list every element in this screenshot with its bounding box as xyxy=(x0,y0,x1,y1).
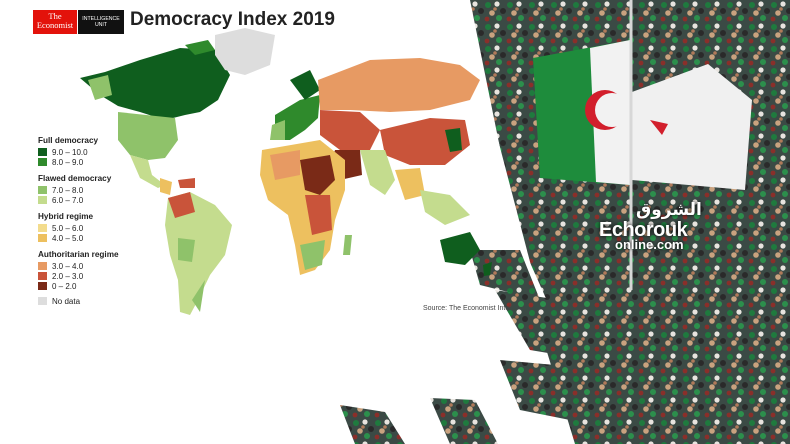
legend-item: 2.0 – 3.0 xyxy=(38,271,148,281)
logo-line-1: The xyxy=(48,11,62,21)
legend-swatch xyxy=(38,158,47,166)
legend-label: 6.0 – 7.0 xyxy=(52,195,84,205)
legend-label: 2.0 – 3.0 xyxy=(52,271,84,281)
crowd-shard-b xyxy=(495,290,590,360)
legend-item: 8.0 – 9.0 xyxy=(38,157,148,167)
legend-item: 9.0 – 10.0 xyxy=(38,147,148,157)
crowd-shard-a xyxy=(470,250,540,300)
echorouk-watermark: الشروق Echorouk online.com xyxy=(599,200,719,252)
legend-category: Full democracy xyxy=(38,136,99,145)
algerian-flag-left xyxy=(533,40,630,185)
source-note: Source: The Economist Intel xyxy=(423,305,511,312)
eiu-line-2: UNIT xyxy=(94,22,108,28)
world-map xyxy=(80,28,492,315)
legend-swatch xyxy=(38,297,47,305)
legend-category: Authoritarian regime xyxy=(38,250,119,259)
crowd-shard-lower xyxy=(520,240,790,444)
logo-line-2: Economist xyxy=(36,20,74,30)
legend-swatch xyxy=(38,282,47,290)
legend-item: 6.0 – 7.0 xyxy=(38,195,148,205)
crowd-shard-d xyxy=(340,405,405,444)
legend-swatch xyxy=(38,224,47,232)
page-title: Democracy Index 2019 xyxy=(130,9,335,30)
legend-label: 3.0 – 4.0 xyxy=(52,261,84,271)
legend-item: 0 – 2.0 xyxy=(38,281,148,291)
legend-label: 8.0 – 9.0 xyxy=(52,157,84,167)
watermark-arabic: الشروق xyxy=(636,200,702,220)
legend-category: Hybrid regime xyxy=(38,212,94,221)
legend-swatch xyxy=(38,262,47,270)
legend-item: 3.0 – 4.0 xyxy=(38,261,148,271)
legend-label: 4.0 – 5.0 xyxy=(52,233,84,243)
legend-label: 0 – 2.0 xyxy=(52,281,77,291)
legend-item: 7.0 – 8.0 xyxy=(38,185,148,195)
eiu-line-1: INTELLIGENCE xyxy=(82,16,120,22)
legend-label: 5.0 – 6.0 xyxy=(52,223,84,233)
map-legend: Full democracy 9.0 – 10.0 8.0 – 9.0 Flawed … xyxy=(38,136,148,306)
legend-label: No data xyxy=(52,296,81,306)
crowd-shard-e xyxy=(430,398,498,444)
legend-swatch xyxy=(38,272,47,280)
economist-logo: The Economist xyxy=(33,10,77,34)
legend-swatch xyxy=(38,148,47,156)
legend-swatch xyxy=(38,186,47,194)
legend-item: 4.0 – 5.0 xyxy=(38,233,148,243)
legend-label: 9.0 – 10.0 xyxy=(52,147,88,157)
legend-item: 5.0 – 6.0 xyxy=(38,223,148,233)
legend-item: No data xyxy=(38,296,148,306)
eiu-logo: INTELLIGENCE UNIT xyxy=(78,10,124,34)
legend-category: Flawed democracy xyxy=(38,174,112,183)
legend-swatch xyxy=(38,234,47,242)
watermark-brand: Echorouk xyxy=(599,219,688,241)
watermark-online: online.com xyxy=(615,237,684,252)
algerian-flag-right xyxy=(632,64,752,190)
legend-label: 7.0 – 8.0 xyxy=(52,185,84,195)
legend-swatch xyxy=(38,196,47,204)
crowd-shard-c xyxy=(500,360,570,420)
